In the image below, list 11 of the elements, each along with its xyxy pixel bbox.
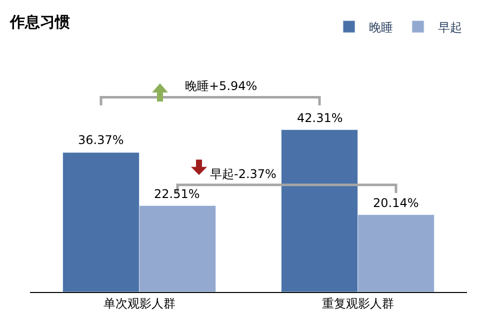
x-tick-label: 单次观影人群 xyxy=(103,296,176,310)
data-label: 20.14% xyxy=(373,196,419,210)
chart-title: 作息习惯 xyxy=(8,13,70,32)
legend-label: 早起 xyxy=(438,20,462,34)
data-label: 42.31% xyxy=(297,111,343,125)
data-label: 22.51% xyxy=(154,187,200,201)
legend-label: 晚睡 xyxy=(369,20,393,34)
text: 晚睡+5.94% xyxy=(185,79,258,93)
data-label: 36.37% xyxy=(78,133,124,147)
annotation: 早起-2.37% xyxy=(210,167,276,181)
x-tick-label: 重复观影人群 xyxy=(322,296,394,310)
